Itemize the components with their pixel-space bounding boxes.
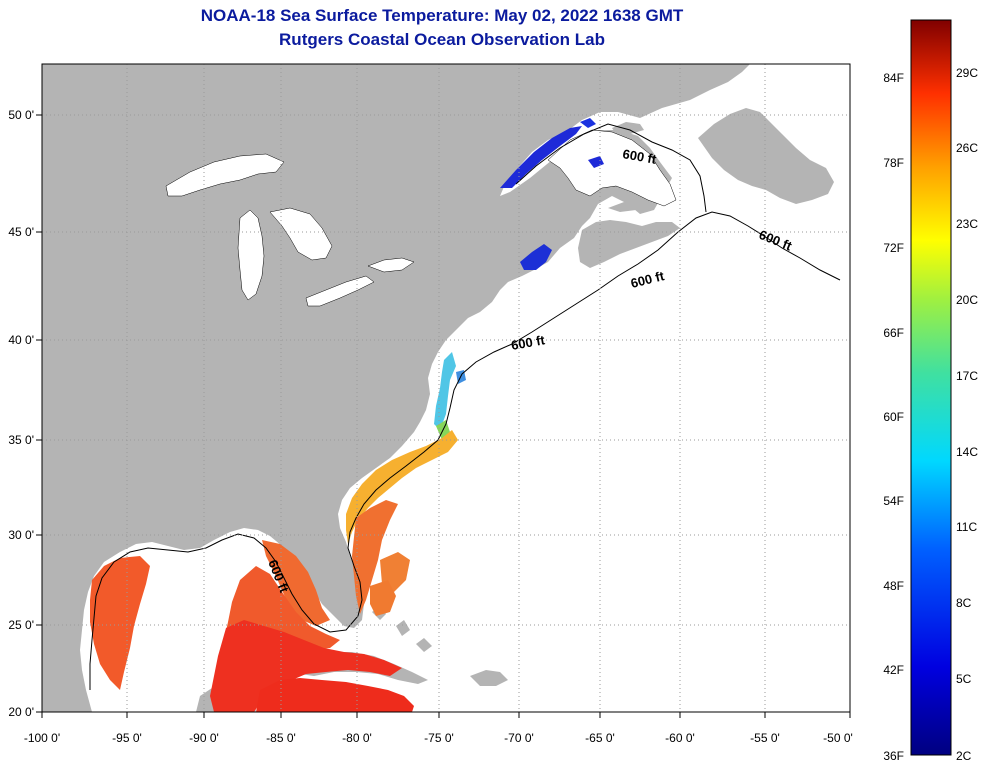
latitude-labels: 50 0' 45 0' 40 0' 35 0' 30 0' 25 0' 20 0… <box>8 108 34 719</box>
cb-c-label: 11C <box>956 520 977 534</box>
gulf-st-lawrence <box>547 129 677 207</box>
land-bahamas-2 <box>396 620 410 636</box>
contour-label: 600 ft <box>510 332 547 353</box>
lake-michigan <box>237 209 265 301</box>
cb-c-label: 29C <box>956 66 978 80</box>
lat-label: 50 0' <box>8 108 34 122</box>
lat-label: 40 0' <box>8 333 34 347</box>
lon-label: -60 0' <box>665 731 695 745</box>
cb-c-label: 5C <box>956 672 972 686</box>
land-bahamas-3 <box>416 638 432 652</box>
sst-atlantic-patch-2 <box>370 580 396 616</box>
lat-label: 35 0' <box>8 433 34 447</box>
cb-f-label: 42F <box>883 663 904 677</box>
map-frame <box>41 63 851 713</box>
lon-label: -90 0' <box>189 731 219 745</box>
lon-label: -70 0' <box>504 731 534 745</box>
cb-f-label: 36F <box>883 749 904 763</box>
cb-f-label: 66F <box>883 326 904 340</box>
contour-600ft-stlawrence <box>515 123 707 213</box>
contour-600ft <box>89 211 841 690</box>
lon-label: -80 0' <box>342 731 372 745</box>
cb-f-label: 54F <box>883 494 904 508</box>
land-newfoundland <box>698 108 834 204</box>
cb-f-label: 84F <box>883 71 904 85</box>
lake-superior <box>165 153 285 197</box>
lon-label: -95 0' <box>112 731 142 745</box>
cb-c-label: 2C <box>956 749 972 763</box>
land-hispaniola <box>470 670 508 686</box>
grid-lines <box>42 64 850 712</box>
longitude-labels: -100 0' -95 0' -90 0' -85 0' -80 0' -75 … <box>24 731 853 745</box>
cb-c-label: 26C <box>956 141 978 155</box>
colorbar <box>910 19 952 756</box>
lake-huron <box>269 207 333 261</box>
contour-label: 600 ft <box>621 146 658 167</box>
sst-bay-of-fundy-cold <box>520 244 552 270</box>
map-subtitle: Rutgers Coastal Ocean Observation Lab <box>279 30 605 49</box>
cb-f-label: 78F <box>883 156 904 170</box>
lat-label: 30 0' <box>8 528 34 542</box>
sst-gulf-west <box>90 556 150 690</box>
cb-c-label: 14C <box>956 445 978 459</box>
sst-st-lawrence-cold-2 <box>580 118 596 128</box>
colorbar-fahrenheit-labels: 84F 78F 72F 66F 60F 54F 48F 42F 36F <box>883 71 904 763</box>
sst-gulf-stream-warm <box>352 500 398 614</box>
lake-ontario <box>367 257 415 273</box>
sst-carolina-shelf <box>346 430 458 544</box>
tick-marks <box>36 114 851 718</box>
lon-label: -85 0' <box>266 731 296 745</box>
lat-label: 25 0' <box>8 618 34 632</box>
sst-gulf-south <box>210 620 402 712</box>
cb-f-label: 48F <box>883 579 904 593</box>
cb-c-label: 23C <box>956 217 978 231</box>
lat-label: 20 0' <box>8 705 34 719</box>
land-pei <box>608 202 638 212</box>
cb-c-label: 20C <box>956 293 978 307</box>
colorbar-celsius-labels: 29C 26C 23C 20C 17C 14C 11C 8C 5C 2C <box>956 66 978 763</box>
lon-label: -100 0' <box>24 731 60 745</box>
sst-gulf-northeast <box>262 540 330 626</box>
map-title: NOAA-18 Sea Surface Temperature: May 02,… <box>200 6 684 25</box>
cb-c-label: 17C <box>956 369 978 383</box>
sst-st-lawrence-cold <box>500 126 582 188</box>
cb-f-label: 60F <box>883 410 904 424</box>
lon-label: -75 0' <box>424 731 454 745</box>
sst-caribbean <box>256 678 414 712</box>
lat-label: 45 0' <box>8 225 34 239</box>
land-north-america <box>42 64 750 712</box>
lon-label: -55 0' <box>750 731 780 745</box>
lake-erie <box>305 275 375 307</box>
cb-c-label: 8C <box>956 596 972 610</box>
land-anticosti <box>612 122 644 134</box>
lon-label: -65 0' <box>585 731 615 745</box>
sst-mid-atlantic-cool <box>434 352 456 430</box>
cb-f-label: 72F <box>883 241 904 255</box>
lon-label: -50 0' <box>823 731 853 745</box>
